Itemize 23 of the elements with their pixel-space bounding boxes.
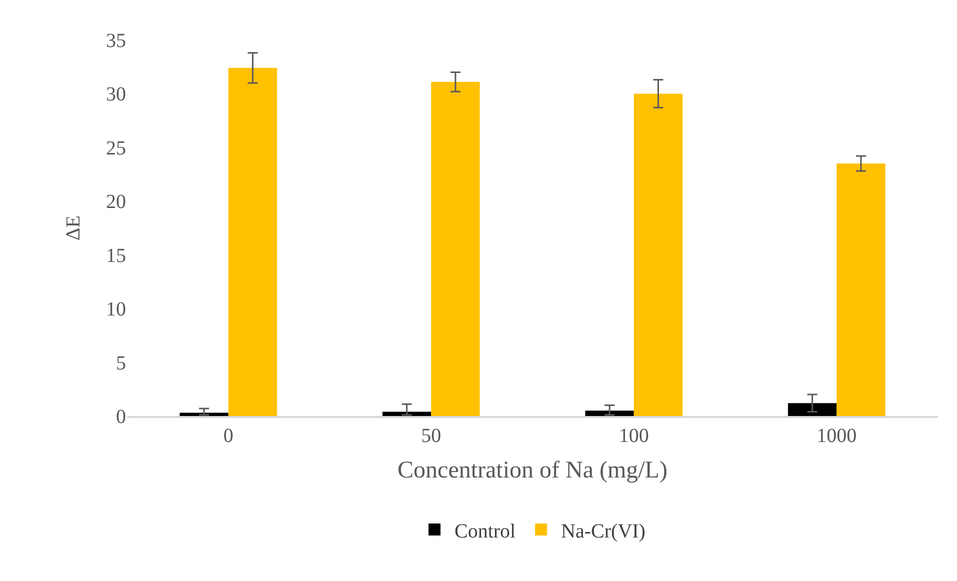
legend-label: Na-Cr(VI) (561, 520, 646, 542)
x-tick-label: 50 (421, 424, 442, 447)
y-tick-label: 35 (106, 30, 126, 52)
bar (836, 164, 886, 416)
x-tick-label: 100 (618, 424, 649, 447)
y-tick-label: 25 (106, 137, 126, 160)
x-tick-label: 1000 (816, 424, 857, 447)
y-tick-label: 5 (116, 352, 126, 374)
y-tick-label: 20 (106, 191, 126, 214)
y-tick-label: 15 (106, 244, 126, 267)
y-tick-label: 30 (106, 84, 126, 106)
y-axis-title: ΔE (62, 215, 84, 241)
legend-label: Control (454, 520, 516, 542)
y-tick-label: 10 (106, 298, 126, 321)
x-axis-title: Concentration of Na (mg/L) (398, 458, 668, 484)
bar (382, 412, 432, 416)
bar (788, 403, 837, 416)
bar (585, 410, 634, 416)
y-tick-label: 0 (116, 406, 126, 428)
bar (431, 82, 480, 416)
x-tick-label: 0 (223, 424, 234, 447)
bar (228, 68, 278, 416)
bar (634, 94, 683, 416)
